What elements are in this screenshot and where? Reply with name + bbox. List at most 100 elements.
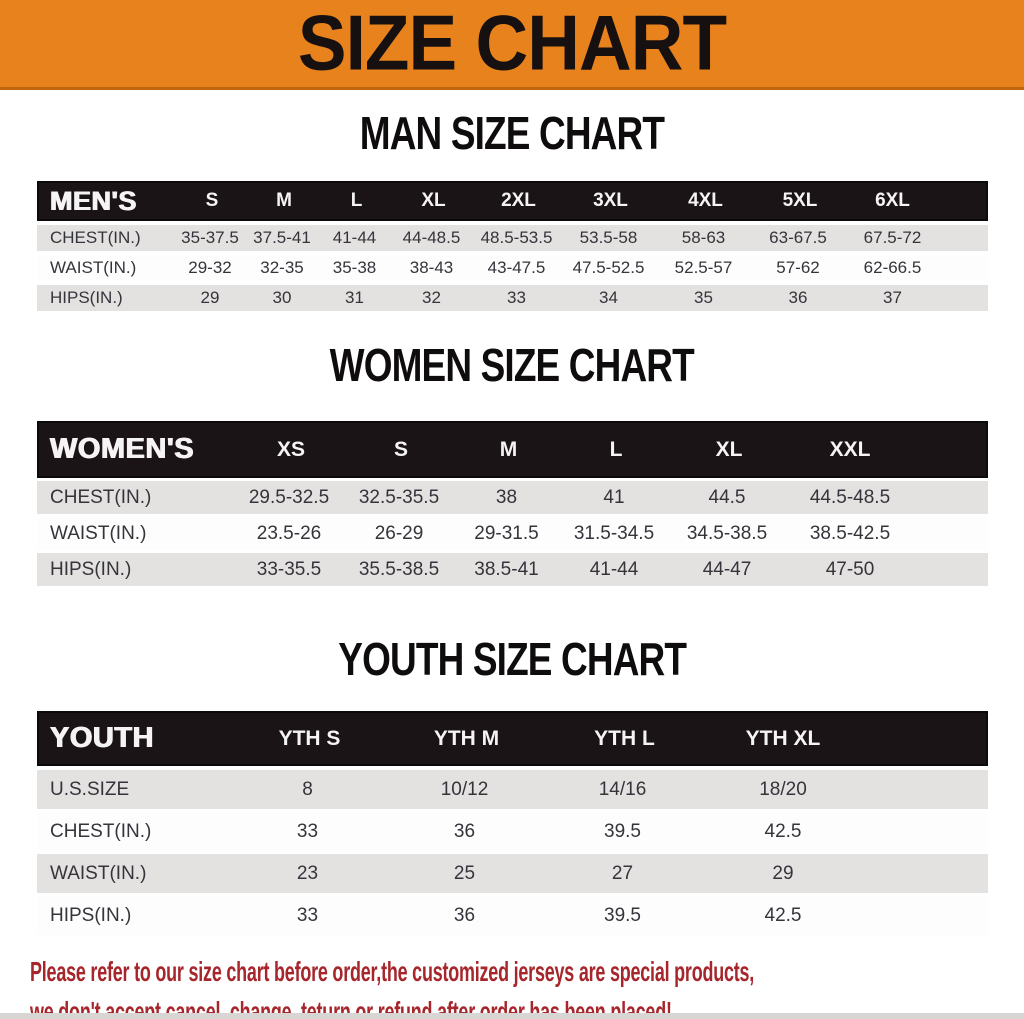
men-row-label: WAIST(IN.)	[50, 258, 137, 277]
men-size-column-header: L	[350, 190, 363, 211]
women-size-column-header: M	[499, 437, 518, 461]
women-cell: 44.5	[708, 486, 746, 508]
youth-cell: 39.5	[604, 904, 641, 926]
youth-cell: 10/12	[440, 778, 489, 800]
men-cell: 32	[422, 288, 441, 307]
youth-table-header-row: YOUTH YTH S YTH M YTH L YTH XL	[37, 711, 988, 766]
women-cell: 33-35.5	[256, 558, 322, 580]
men-size-column-header: 4XL	[688, 190, 723, 211]
men-cell: 36	[788, 288, 808, 307]
youth-cell: 14/16	[598, 778, 647, 800]
men-cell: 37	[883, 288, 902, 307]
youth-cell: 18/20	[759, 778, 807, 800]
youth-table-row: U.S.SIZE 8 10/12 14/16 18/20	[37, 770, 988, 809]
youth-cell: 36	[453, 904, 476, 926]
men-table-row: CHEST(IN.) 35-37.5 37.5-41 41-44 44-48.5 48.5…	[37, 225, 988, 251]
women-row-label: HIPS(IN.)	[50, 558, 132, 580]
youth-size-table: YOUTH YTH S YTH M YTH L YTH XL U.S.SIZE 8 10/12…	[37, 711, 988, 935]
men-cell: 44-48.5	[402, 228, 461, 247]
women-size-column-header: XXL	[829, 437, 871, 461]
men-size-table: MEN'S S M L XL 2XL 3XL 4XL 5XL 6XL CHEST(IN.) 35-37…	[37, 181, 988, 311]
men-cell: 47.5-52.5	[572, 258, 645, 277]
women-cell: 41-44	[589, 558, 639, 580]
youth-cell: 33	[296, 904, 319, 926]
youth-size-column-header: YTH L	[594, 726, 655, 750]
women-cell: 29-31.5	[474, 522, 539, 544]
bottom-edge-strip	[0, 1013, 1024, 1019]
women-cell: 38.5-41	[474, 558, 539, 580]
women-row-label: CHEST(IN.)	[50, 486, 152, 508]
youth-cell: 33	[296, 820, 319, 842]
women-row-label: WAIST(IN.)	[50, 522, 147, 544]
women-cell: 34.5-38.5	[686, 522, 768, 544]
men-table-header-row: MEN'S S M L XL 2XL 3XL 4XL 5XL 6XL	[37, 181, 988, 221]
men-corner-label: MEN'S	[50, 185, 137, 216]
women-section-heading-text: WOMEN SIZE CHART	[329, 340, 695, 392]
size-chart-banner: SIZE CHART	[0, 0, 1024, 90]
men-cell: 63-67.5	[769, 228, 827, 247]
youth-section-heading: YOUTH SIZE CHART	[0, 634, 1024, 691]
youth-cell: 23	[296, 862, 319, 884]
men-cell: 29	[200, 288, 220, 307]
banner-title: SIZE CHART	[297, 0, 727, 87]
women-cell: 29.5-32.5	[248, 486, 330, 508]
youth-row-label: WAIST(IN.)	[50, 862, 147, 884]
women-size-column-header: XL	[715, 437, 743, 461]
men-cell: 34	[599, 288, 618, 307]
women-cell: 35.5-38.5	[358, 558, 440, 580]
men-cell: 32-35	[260, 258, 304, 277]
youth-cell: 39.5	[604, 820, 641, 842]
men-cell: 53.5-58	[579, 228, 638, 247]
women-table-row: CHEST(IN.) 29.5-32.5 32.5-35.5 38 41 44.5 44.5…	[37, 481, 988, 514]
men-row-label: CHEST(IN.)	[50, 228, 141, 247]
women-size-column-header: S	[393, 437, 408, 461]
men-cell: 48.5-53.5	[480, 228, 553, 247]
men-cell: 52.5-57	[674, 258, 733, 277]
women-cell: 44.5-48.5	[809, 486, 891, 508]
youth-table-row: WAIST(IN.) 23 25 27 29	[37, 854, 988, 893]
youth-cell: 25	[453, 862, 476, 884]
youth-row-label: U.S.SIZE	[50, 778, 130, 800]
women-section-heading: WOMEN SIZE CHART	[0, 340, 1024, 397]
youth-cell: 27	[611, 862, 634, 884]
youth-cell: 42.5	[764, 820, 802, 842]
youth-row-label: CHEST(IN.)	[50, 820, 152, 842]
men-cell: 67.5-72	[863, 228, 922, 247]
women-size-column-header: XS	[276, 437, 305, 461]
men-cell: 62-66.5	[863, 258, 922, 277]
youth-size-column-header: YTH S	[278, 726, 341, 750]
men-size-column-header: S	[205, 190, 219, 211]
youth-cell: 8	[302, 778, 313, 800]
women-table-header-row: WOMEN'S XS S M L XL XXL	[37, 421, 988, 478]
women-table-row: HIPS(IN.) 33-35.5 35.5-38.5 38.5-41 41-44 44-…	[37, 553, 988, 586]
youth-cell: 29	[772, 862, 794, 884]
men-cell: 30	[272, 288, 292, 307]
men-section-heading-text: MAN SIZE CHART	[359, 108, 665, 160]
men-cell: 35-38	[332, 258, 377, 277]
men-cell: 35-37.5	[181, 228, 239, 247]
women-cell: 23.5-26	[256, 522, 322, 544]
men-cell: 33	[507, 288, 526, 307]
women-table-row: WAIST(IN.) 23.5-26 26-29 29-31.5 31.5-34.5 34…	[37, 517, 988, 550]
men-cell: 37.5-41	[253, 228, 311, 247]
men-cell: 29-32	[188, 258, 232, 277]
men-cell: 43-47.5	[487, 258, 546, 277]
men-table-row: HIPS(IN.) 29 30 31 32 33 34 35 36 37	[37, 285, 988, 311]
men-size-column-header: 2XL	[501, 190, 536, 211]
men-cell: 58-63	[681, 228, 726, 247]
men-size-column-header: 5XL	[782, 190, 818, 211]
men-size-column-header: 3XL	[593, 190, 628, 211]
men-cell: 57-62	[776, 258, 820, 277]
women-corner-label: WOMEN'S	[50, 433, 195, 465]
women-cell: 47-50	[825, 558, 875, 580]
women-cell: 38.5-42.5	[809, 522, 891, 544]
disclaimer-line-1: Please refer to our size chart before or…	[30, 952, 825, 992]
men-table-row: WAIST(IN.) 29-32 32-35 35-38 38-43 43-47.5 47.…	[37, 255, 988, 281]
youth-row-label: HIPS(IN.)	[50, 904, 132, 926]
youth-section-heading-text: YOUTH SIZE CHART	[338, 634, 687, 686]
women-cell: 31.5-34.5	[573, 522, 655, 544]
youth-table-row: HIPS(IN.) 33 36 39.5 42.5	[37, 896, 988, 935]
youth-size-column-header: YTH XL	[745, 726, 821, 750]
disclaimer-line-1-text: Please refer to our size chart before or…	[30, 956, 755, 987]
men-size-column-header: XL	[421, 190, 446, 211]
